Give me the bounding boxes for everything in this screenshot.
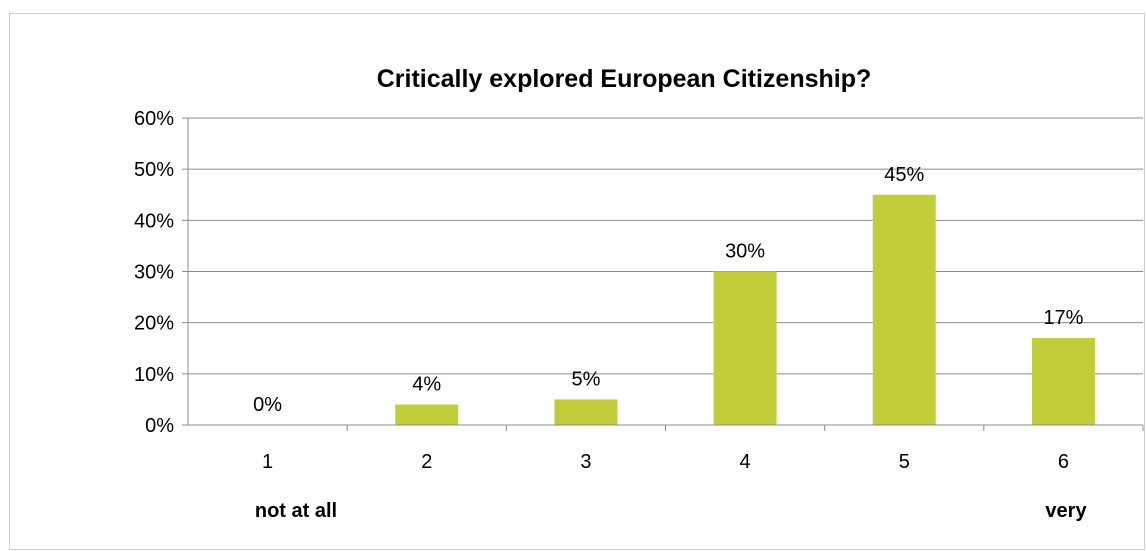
y-tick-label: 20%: [134, 313, 174, 335]
x-tick-label-2: 2: [421, 451, 432, 473]
y-tick-label: 0%: [145, 415, 174, 437]
low-end-annotation: not at all: [255, 500, 337, 522]
y-tick-label: 50%: [134, 159, 174, 181]
bar-3: [554, 399, 618, 425]
data-labels: 0% 4% 5% 30% 45% 17%: [253, 164, 1084, 416]
x-tick-label-5: 5: [899, 451, 910, 473]
x-axis-ticks: 1 2 3 4 5 6: [262, 425, 1144, 473]
bar-6: [1031, 338, 1095, 425]
x-tick-label-1: 1: [262, 451, 273, 473]
data-label-3: 5%: [571, 368, 600, 390]
data-label-1: 0%: [253, 394, 282, 416]
y-axis-ticks: 0% 10% 20% 30% 40% 50% 60%: [134, 108, 188, 437]
data-label-4: 30%: [725, 241, 765, 263]
data-label-6: 17%: [1043, 307, 1083, 329]
x-tick-label-3: 3: [580, 451, 591, 473]
x-tick-label-6: 6: [1058, 451, 1069, 473]
x-tick-label-4: 4: [740, 451, 751, 473]
chart-title: Critically explored European Citizenship…: [377, 65, 872, 93]
high-end-annotation: very: [1045, 500, 1087, 522]
y-tick-label: 60%: [134, 108, 174, 130]
bar-4: [713, 271, 777, 425]
y-tick-label: 10%: [134, 364, 174, 386]
data-label-5: 45%: [884, 164, 924, 186]
gridlines: [188, 117, 1143, 375]
bar-2: [395, 404, 459, 425]
bars: [395, 194, 1095, 425]
chart-frame: [9, 13, 1145, 550]
data-label-2: 4%: [412, 374, 441, 396]
y-tick-label: 40%: [134, 210, 174, 232]
bar-5: [872, 194, 936, 425]
y-tick-label: 30%: [134, 262, 174, 284]
